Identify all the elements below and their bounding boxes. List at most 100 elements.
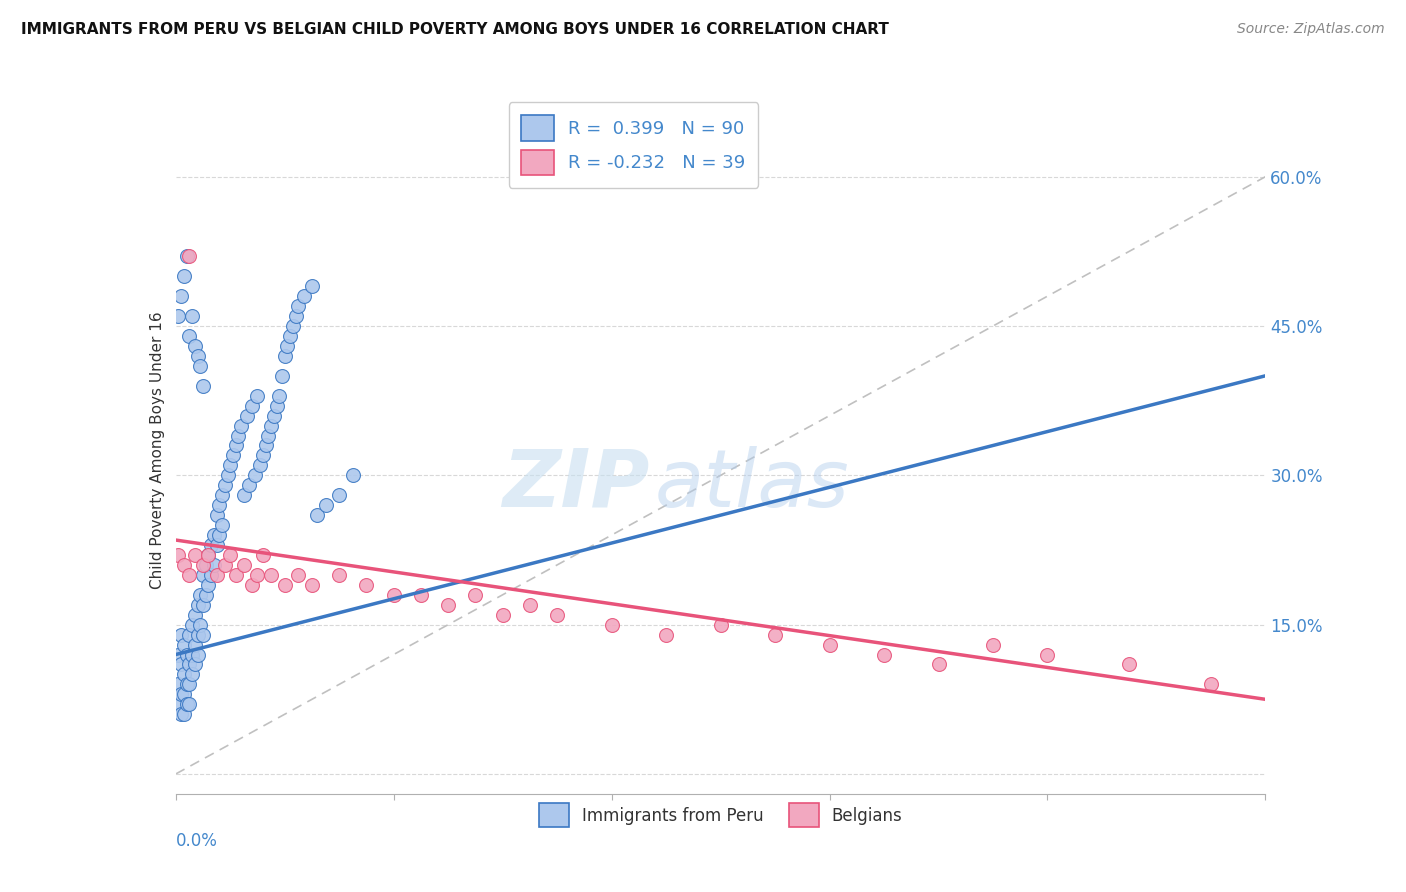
Point [235, 409, 257, 423]
Point [1199, 677, 1222, 691]
Text: IMMIGRANTS FROM PERU VS BELGIAN CHILD POVERTY AMONG BOYS UNDER 16 CORRELATION CH: IMMIGRANTS FROM PERU VS BELGIAN CHILD PO… [21, 22, 889, 37]
Point [176, 698, 198, 712]
Point [284, 309, 307, 323]
Point [266, 399, 288, 413]
Point [928, 657, 950, 672]
Point [170, 687, 193, 701]
Point [184, 638, 207, 652]
Point [170, 627, 193, 641]
Point [179, 329, 201, 343]
Y-axis label: Child Poverty Among Boys Under 16: Child Poverty Among Boys Under 16 [149, 311, 165, 590]
Point [179, 698, 201, 712]
Point [179, 657, 201, 672]
Point [710, 617, 733, 632]
Point [194, 558, 217, 572]
Point [191, 598, 214, 612]
Point [208, 498, 231, 512]
Point [225, 438, 247, 452]
Text: ZIP: ZIP [502, 446, 650, 524]
Point [170, 707, 193, 722]
Point [184, 657, 207, 672]
Point [184, 607, 207, 622]
Point [231, 418, 253, 433]
Point [600, 617, 623, 632]
Point [274, 578, 297, 592]
Point [176, 648, 198, 662]
Point [655, 627, 678, 641]
Point [186, 648, 209, 662]
Point [170, 289, 193, 303]
Point [173, 707, 195, 722]
Point [202, 528, 225, 542]
Point [238, 478, 260, 492]
Point [191, 627, 214, 641]
Point [382, 588, 405, 602]
Point [246, 567, 269, 582]
Point [263, 409, 285, 423]
Point [232, 558, 254, 572]
Point [271, 368, 294, 383]
Point [276, 339, 298, 353]
Point [219, 458, 242, 473]
Point [219, 548, 242, 562]
Point [208, 528, 231, 542]
Point [205, 508, 228, 523]
Point [191, 567, 214, 582]
Point [186, 627, 209, 641]
Point [301, 578, 323, 592]
Point [1036, 648, 1059, 662]
Point [184, 548, 207, 562]
Point [200, 567, 222, 582]
Point [1118, 657, 1140, 672]
Point [197, 548, 219, 562]
Point [181, 309, 204, 323]
Point [191, 558, 214, 572]
Point [167, 548, 190, 562]
Point [191, 378, 214, 392]
Point [173, 269, 195, 284]
Point [225, 567, 247, 582]
Point [188, 588, 211, 602]
Point [214, 558, 236, 572]
Point [287, 567, 309, 582]
Point [818, 638, 841, 652]
Point [173, 687, 195, 701]
Legend: Immigrants from Peru, Belgians: Immigrants from Peru, Belgians [531, 797, 910, 834]
Point [188, 359, 211, 373]
Point [269, 389, 291, 403]
Point [188, 617, 211, 632]
Point [205, 538, 228, 552]
Point [167, 677, 190, 691]
Point [464, 588, 486, 602]
Point [217, 468, 239, 483]
Point [222, 449, 245, 463]
Point [214, 478, 236, 492]
Point [763, 627, 786, 641]
Point [205, 567, 228, 582]
Point [252, 548, 274, 562]
Point [186, 598, 209, 612]
Point [301, 279, 323, 293]
Point [232, 488, 254, 502]
Point [179, 677, 201, 691]
Point [252, 449, 274, 463]
Point [179, 627, 201, 641]
Point [519, 598, 541, 612]
Point [409, 588, 432, 602]
Point [228, 428, 250, 442]
Point [173, 558, 195, 572]
Point [249, 458, 271, 473]
Point [981, 638, 1004, 652]
Point [274, 349, 297, 363]
Point [181, 648, 204, 662]
Point [281, 319, 304, 334]
Point [292, 289, 315, 303]
Point [181, 667, 204, 681]
Point [315, 498, 337, 512]
Point [184, 339, 207, 353]
Point [202, 558, 225, 572]
Text: Source: ZipAtlas.com: Source: ZipAtlas.com [1237, 22, 1385, 37]
Point [260, 567, 283, 582]
Point [170, 657, 193, 672]
Point [240, 399, 263, 413]
